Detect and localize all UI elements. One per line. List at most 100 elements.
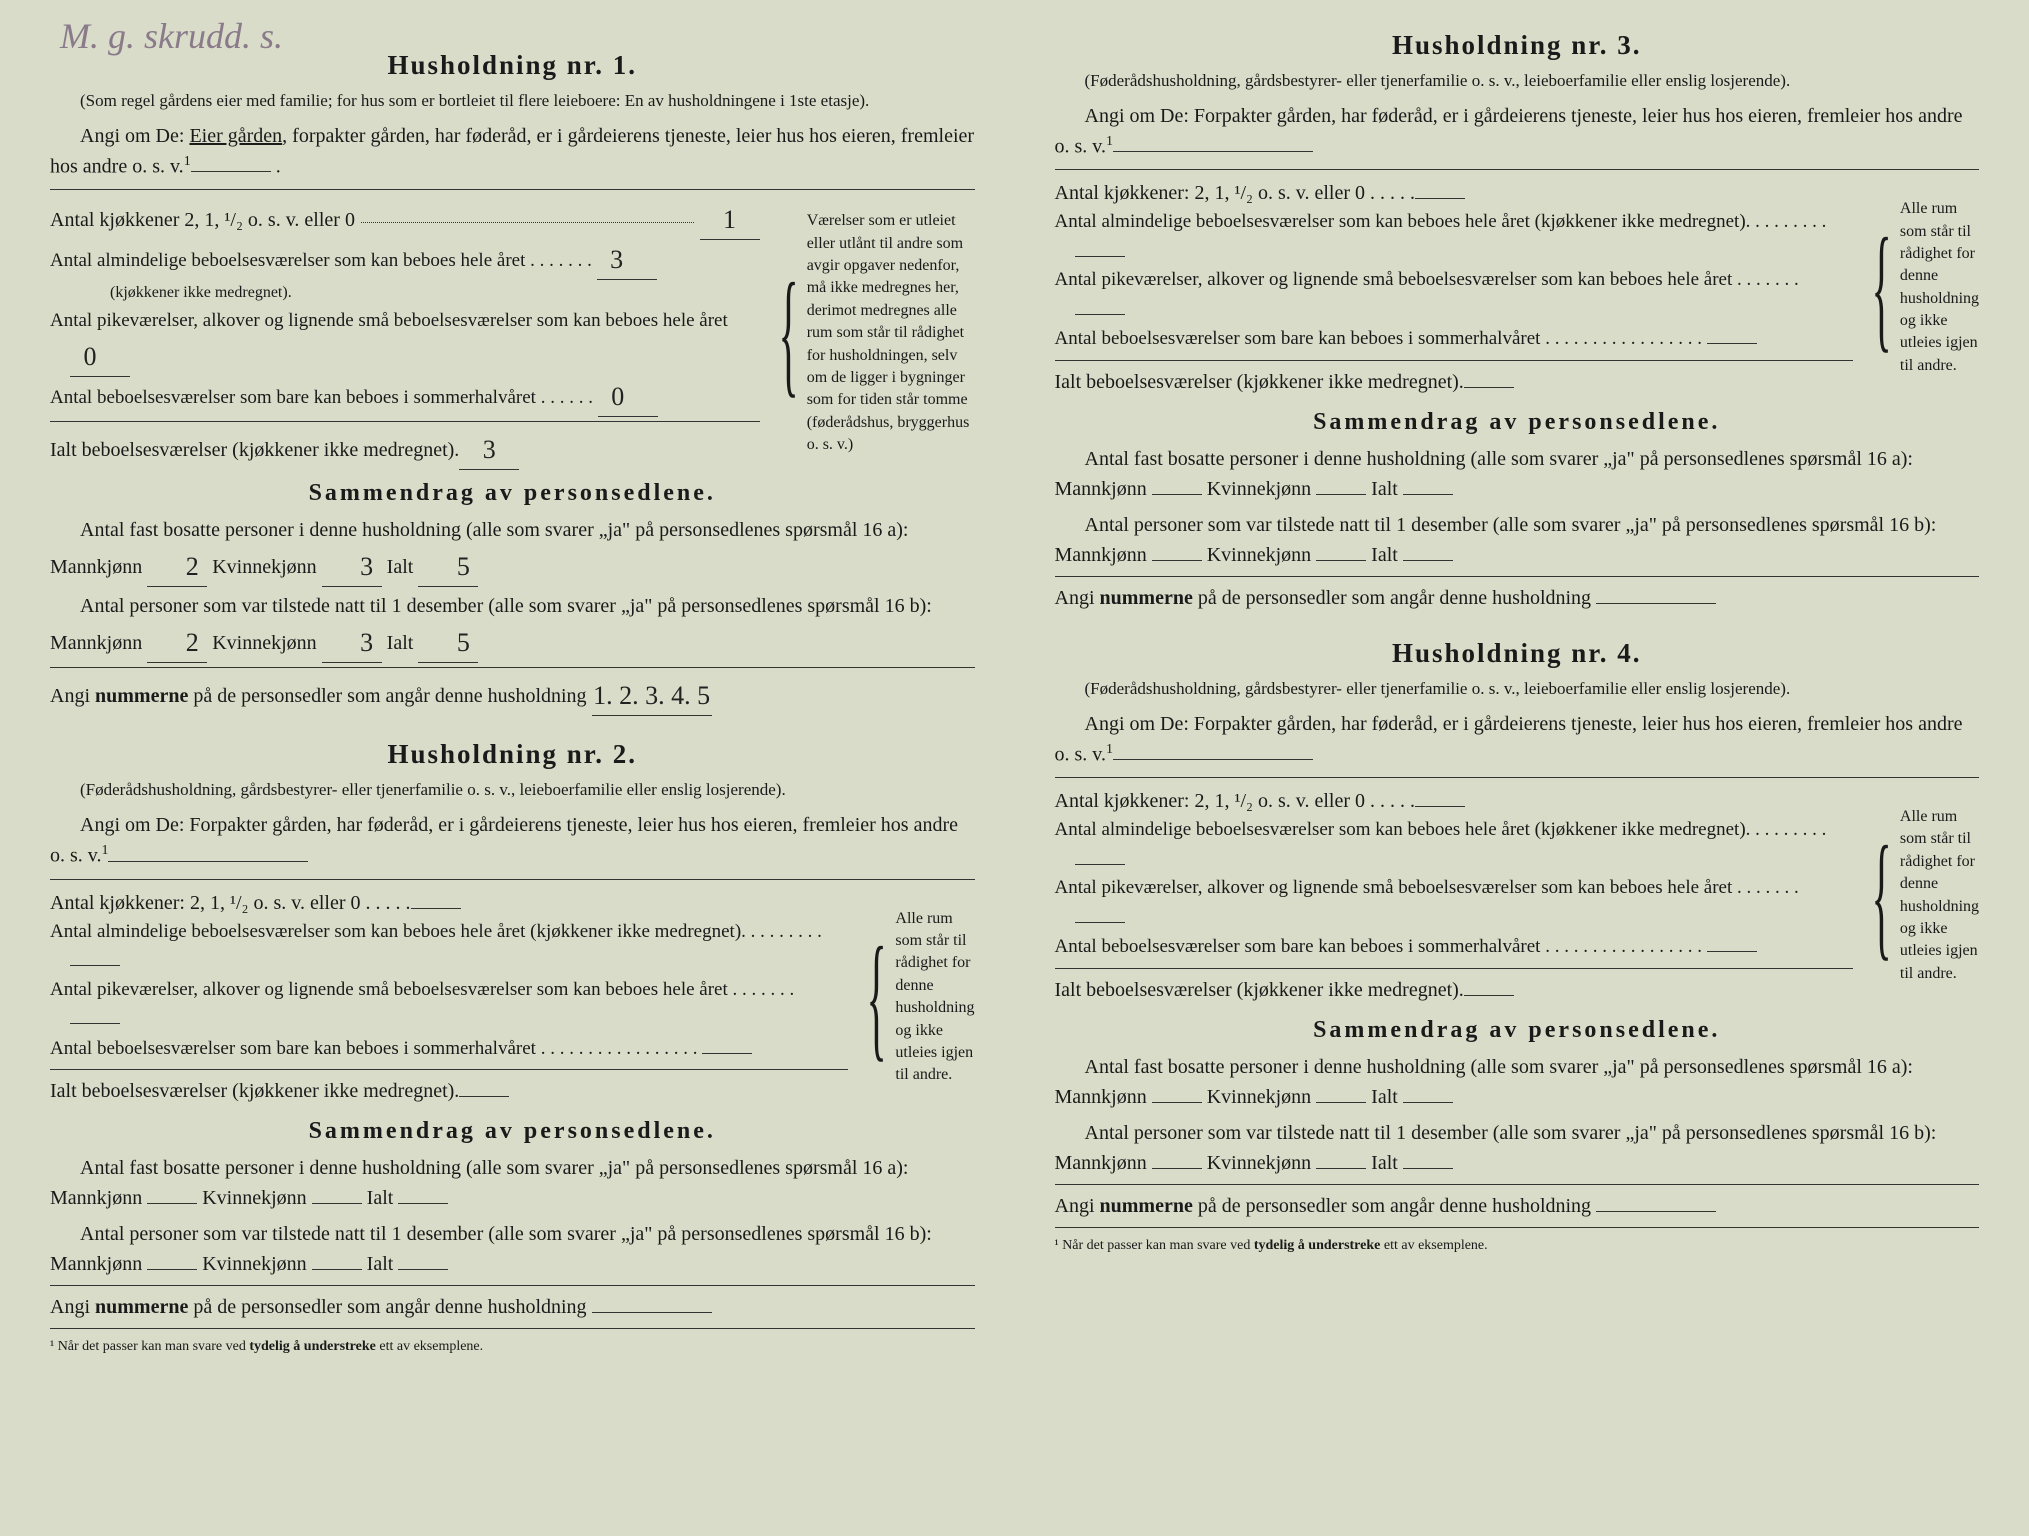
s16a-i-label: Ialt [1371, 478, 1398, 500]
kitchens-label: Antal kjøkkener: 2, 1, ¹/₂ o. s. v. elle… [50, 888, 361, 918]
s16a-i-label: Ialt [367, 1187, 394, 1209]
divider [1055, 169, 1980, 170]
nummerne-prefix: Angi [50, 1296, 95, 1318]
household-4: Husholdning nr. 4. (Føderådshusholdning,… [1055, 638, 1980, 1254]
s16a-k: 3 [322, 547, 382, 587]
household-2-subtitle: (Føderådshusholdning, gårdsbestyrer- ell… [50, 778, 975, 802]
nummerne-rest: på de personsedler som angår denne husho… [188, 1296, 586, 1318]
kitchens-row: Antal kjøkkener: 2, 1, ¹/₂ o. s. v. elle… [50, 888, 848, 918]
footnote-strong: tydelig å understreke [249, 1339, 376, 1354]
kitchens-label: Antal kjøkkener 2, 1, ¹/₂ o. s. v. eller… [50, 205, 355, 235]
total-label: Ialt beboelsesværelser (kjøkkener ikke m… [50, 1076, 459, 1106]
s16a-k-blank [1316, 1082, 1366, 1103]
sammendrag-3-title: Sammendrag av personsedlene. [1055, 409, 1980, 436]
s16a-m-blank [1152, 1082, 1202, 1103]
s16b-m-blank [1152, 540, 1202, 561]
rooms3-blank [1707, 932, 1757, 952]
s16a-i-blank [398, 1183, 448, 1204]
s16a-k-blank [312, 1183, 362, 1204]
nummerne-blank [1596, 1191, 1716, 1212]
s16a-k-label: Kvinnekjønn [212, 556, 316, 578]
rooms-left: Antal kjøkkener: 2, 1, ¹/₂ o. s. v. elle… [1055, 178, 1853, 397]
rooms1-row: Antal almindelige beboelsesværelser som … [1055, 208, 1853, 266]
rooms1-blank [1075, 237, 1125, 257]
rooms3-label: Antal beboelsesværelser som bare kan beb… [1055, 328, 1541, 349]
footnote-strong: tydelig å understreke [1254, 1238, 1381, 1253]
sammendrag-4-title: Sammendrag av personsedlene. [1055, 1017, 1980, 1044]
nummerne-strong: nummerne [1100, 587, 1193, 609]
rooms1-label: Antal almindelige beboelsesværelser som … [50, 921, 746, 942]
kitchens-blank [411, 888, 461, 909]
rooms-sidenote: { Værelser som er utleiet eller utlånt t… [775, 198, 975, 468]
household-1: Husholdning nr. 1. (Som regel gårdens ei… [50, 50, 975, 714]
s16b-k: 3 [322, 623, 382, 663]
rooms-sidenote: { Alle rum som står til rådighet for den… [863, 888, 974, 1107]
rooms1-blank [70, 946, 120, 966]
s16b-k-label: Kvinnekjønn [1207, 1152, 1311, 1174]
nummerne-row: Angi nummerne på de personsedler som ang… [50, 674, 975, 714]
s16a-i-label: Ialt [1371, 1086, 1398, 1108]
divider [50, 1328, 975, 1329]
angi-blank [1113, 739, 1313, 760]
nummerne-prefix: Angi [1055, 1195, 1100, 1217]
angi-underlined: Eier gården [189, 125, 282, 147]
rooms3-blank [702, 1034, 752, 1054]
s16b-i-label: Ialt [1371, 544, 1398, 566]
nummerne-value: 1. 2. 3. 4. 5 [592, 676, 712, 716]
divider [50, 667, 975, 668]
rooms3-row: Antal beboelsesværelser som bare kan beb… [50, 1034, 848, 1064]
rooms-sidenote: { Alle rum som står til rådighet for den… [1868, 178, 1979, 397]
s16b-row: Antal personer som var tilstede natt til… [50, 1219, 975, 1279]
household-3-title: Husholdning nr. 3. [1055, 30, 1980, 61]
sammendrag-2-title: Sammendrag av personsedlene. [50, 1118, 975, 1145]
s16b-i-blank [1403, 540, 1453, 561]
bracket-icon: { [867, 934, 887, 1060]
s16b-i-label: Ialt [387, 632, 414, 654]
kitchens-label: Antal kjøkkener: 2, 1, ¹/₂ o. s. v. elle… [1055, 786, 1366, 816]
rooms1-label: Antal almindelige beboelsesværelser som … [50, 250, 525, 271]
s16b-k-label: Kvinnekjønn [212, 632, 316, 654]
footnote-rest: ett av eksemplene. [1380, 1238, 1487, 1253]
angi-prefix: Angi om De: [80, 125, 189, 147]
household-4-rooms-block: Antal kjøkkener: 2, 1, ¹/₂ o. s. v. elle… [1055, 786, 1980, 1005]
total-row: Ialt beboelsesværelser (kjøkkener ikke m… [1055, 975, 1853, 1005]
s16a-i-blank [1403, 474, 1453, 495]
left-page: M. g. skrudd. s. Husholdning nr. 1. (Som… [0, 0, 1015, 1536]
nummerne-blank [592, 1292, 712, 1313]
footnote-4: ¹ Når det passer kan man svare ved tydel… [1055, 1238, 1980, 1254]
s16b-m-blank [1152, 1148, 1202, 1169]
s16b-i-label: Ialt [367, 1253, 394, 1275]
nummerne-blank [1596, 583, 1716, 604]
s16b-i-blank [1403, 1148, 1453, 1169]
household-3: Husholdning nr. 3. (Føderådshusholdning,… [1055, 30, 1980, 613]
s16b-row: Antal personer som var tilstede natt til… [50, 591, 975, 661]
bracket-icon: { [1871, 225, 1891, 351]
nummerne-row: Angi nummerne på de personsedler som ang… [1055, 583, 1980, 613]
angi-sup: 1 [1106, 742, 1113, 757]
household-3-subtitle: (Føderådshusholdning, gårdsbestyrer- ell… [1055, 69, 1980, 93]
nummerne-row: Angi nummerne på de personsedler som ang… [1055, 1191, 1980, 1221]
rooms3-row: Antal beboelsesværelser som bare kan beb… [1055, 932, 1853, 962]
household-3-rooms-block: Antal kjøkkener: 2, 1, ¹/₂ o. s. v. elle… [1055, 178, 1980, 397]
kitchens-row: Antal kjøkkener 2, 1, ¹/₂ o. s. v. eller… [50, 198, 760, 238]
rooms2-row: Antal pikeværelser, alkover og lignende … [50, 307, 760, 376]
s16a-k-blank [1316, 474, 1366, 495]
s16a-i-label: Ialt [387, 556, 414, 578]
total-blank [1464, 367, 1514, 388]
rooms2-label: Antal pikeværelser, alkover og lignende … [1055, 269, 1733, 290]
rooms2-value: 0 [70, 337, 130, 377]
nummerne-rest: på de personsedler som angår denne husho… [1193, 1195, 1591, 1217]
rooms3-row: Antal beboelsesværelser som bare kan beb… [50, 375, 760, 415]
rooms1-row: Antal almindelige beboelsesværelser som … [50, 918, 848, 976]
rooms3-row: Antal beboelsesværelser som bare kan beb… [1055, 324, 1853, 354]
rooms2-blank [70, 1004, 120, 1024]
s16b-k-label: Kvinnekjønn [1207, 544, 1311, 566]
rooms1-blank [1075, 845, 1125, 865]
rooms3-label: Antal beboelsesværelser som bare kan beb… [50, 387, 536, 408]
divider [50, 421, 760, 422]
total-label: Ialt beboelsesværelser (kjøkkener ikke m… [1055, 975, 1464, 1005]
household-4-angi: Angi om De: Forpakter gården, har føderå… [1055, 709, 1980, 770]
rooms1-row: Antal almindelige beboelsesværelser som … [50, 238, 760, 307]
s16b-k-label: Kvinnekjønn [202, 1253, 306, 1275]
s16a-row: Antal fast bosatte personer i denne hush… [50, 1153, 975, 1213]
